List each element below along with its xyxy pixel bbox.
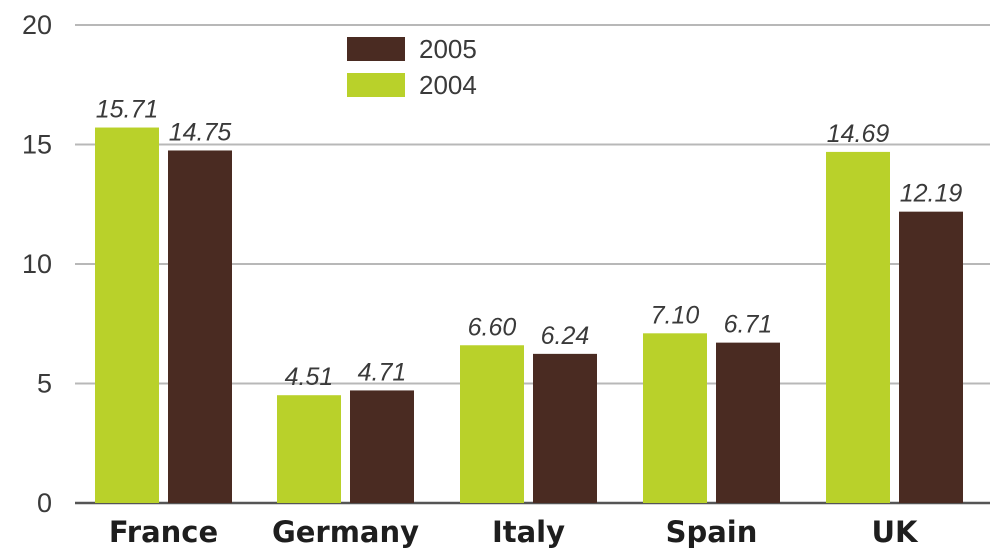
legend-swatch [347,73,405,97]
data-labels: 15.71 14.75 4.51 4.71 6.60 6.24 7.10 6.71 14.69 1… [96,96,963,392]
data-label: 4.71 [358,358,407,386]
legend-label: 2004 [419,70,477,100]
category-label: Spain [666,515,758,548]
data-label: 14.75 [169,118,232,146]
x-axis: France Germany Italy Spain UK [109,515,919,548]
data-label: 14.69 [827,120,890,148]
y-tick-label: 5 [37,369,52,399]
bar-germany-2005 [350,390,414,503]
data-label: 7.10 [651,301,700,329]
category-label: France [109,515,218,548]
data-label: 12.19 [900,180,963,208]
y-tick-label: 20 [22,10,52,40]
bar-uk-2005 [899,211,963,503]
legend: 2005 2004 [347,34,477,100]
data-label: 15.71 [96,96,159,124]
bar-italy-2005 [533,353,597,503]
y-tick-label: 0 [37,488,52,518]
bar-spain-2005 [716,342,780,503]
data-label: 6.71 [724,311,773,339]
bar-uk-2004 [826,151,890,503]
bar-italy-2004 [460,345,524,503]
legend-swatch [347,37,405,61]
y-tick-label: 15 [22,130,52,160]
data-label: 6.24 [541,322,590,350]
bar-spain-2004 [643,333,707,503]
bars [95,127,963,503]
category-label: Italy [492,515,565,548]
data-label: 4.51 [285,363,334,391]
bar-france-2004 [95,127,159,503]
bar-france-2005 [168,150,232,503]
bar-germany-2004 [277,395,341,503]
category-label: UK [871,515,919,548]
category-label: Germany [272,515,419,548]
data-label: 6.60 [468,313,517,341]
y-tick-label: 10 [22,249,52,279]
legend-label: 2005 [419,34,477,64]
